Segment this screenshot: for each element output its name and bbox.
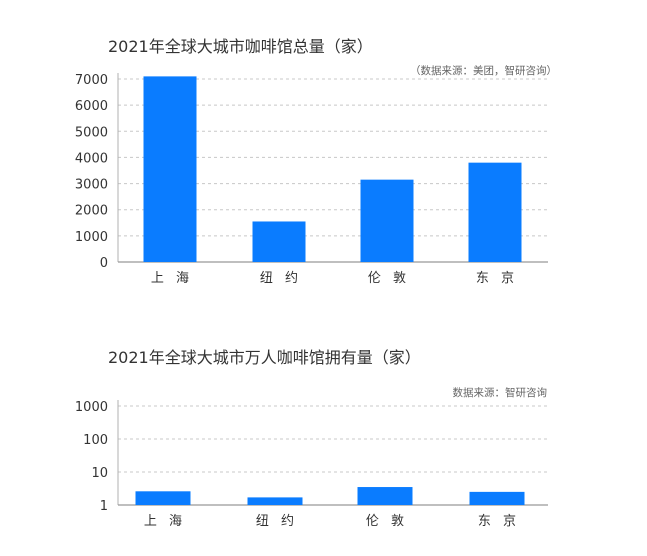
chart2-source: 数据来源：智研咨询 — [452, 387, 548, 399]
bar — [357, 487, 413, 505]
y-tick-label: 100 — [83, 433, 108, 448]
bar — [360, 179, 414, 262]
x-tick-label: 上 海 — [144, 514, 186, 529]
y-tick-label: 7000 — [75, 73, 108, 88]
bar — [247, 497, 303, 505]
chart2-title: 2021年全球大城市万人咖啡馆拥有量（家） — [108, 348, 421, 367]
y-tick-label: 3000 — [75, 178, 108, 193]
bar — [469, 491, 525, 505]
y-tick-label: 4000 — [75, 151, 108, 166]
x-tick-label: 伦 敦 — [368, 270, 410, 286]
x-tick-label: 东 京 — [476, 271, 518, 286]
bar — [143, 76, 197, 262]
y-tick-label: 10 — [91, 466, 108, 481]
y-tick-label: 0 — [100, 256, 108, 271]
y-tick-label: 5000 — [75, 125, 108, 140]
chart1-title: 2021年全球大城市咖啡馆总量（家） — [108, 37, 373, 56]
x-tick-label: 伦 敦 — [366, 513, 408, 529]
y-tick-label: 2000 — [75, 204, 108, 219]
x-tick-label: 纽 约 — [256, 514, 298, 529]
y-tick-label: 1000 — [75, 400, 108, 415]
x-tick-label: 纽 约 — [260, 271, 302, 286]
x-tick-label: 东 京 — [478, 514, 520, 529]
y-tick-label: 1000 — [75, 230, 108, 245]
bar — [252, 221, 306, 262]
chart1-source: （数据来源：美团，智研咨询） — [410, 65, 557, 77]
bar — [135, 491, 191, 505]
y-tick-label: 1 — [100, 499, 108, 514]
x-tick-label: 上 海 — [151, 271, 193, 286]
y-tick-label: 6000 — [75, 99, 108, 114]
bar — [468, 162, 522, 262]
